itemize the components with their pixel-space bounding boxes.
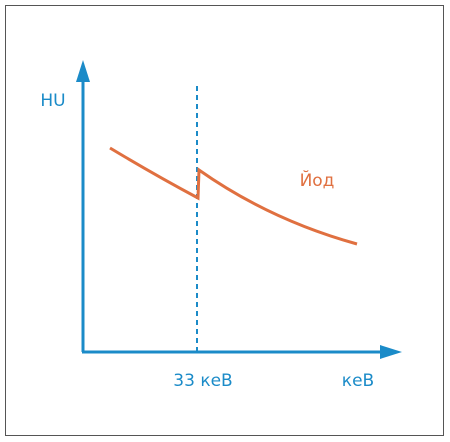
marker-label: 33 кеВ [173,371,232,391]
x-axis-label: кеВ [342,371,374,391]
y-axis-label: HU [40,91,65,111]
x-axis-arrow [380,345,402,359]
iodine-curve [109,146,358,246]
curve-label: Йод [300,169,335,191]
y-axis-arrow [76,60,90,82]
